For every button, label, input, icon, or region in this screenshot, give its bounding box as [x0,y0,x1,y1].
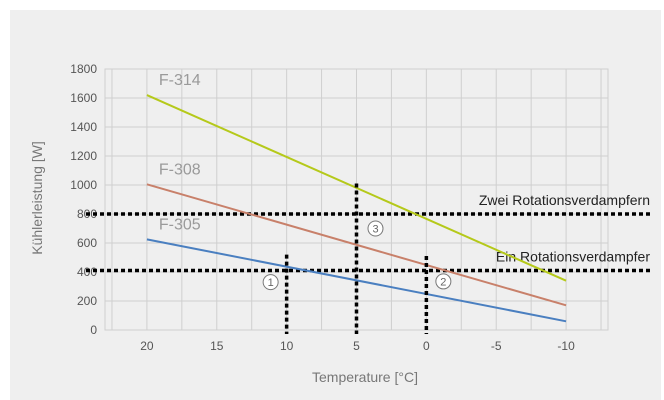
series-lines: F-314 F-308 F-305 [146,72,567,323]
series-line [146,238,567,323]
y-tick-label: 600 [77,236,97,250]
y-tick-label: 1400 [70,120,97,134]
x-tick-label: 15 [210,339,224,353]
y-axis-title: Kühlerleistung [W] [29,141,45,255]
grid [104,68,609,331]
y-tick-label: 1800 [70,62,97,76]
series-label: F-305 [159,216,201,233]
marker-number: 1 [268,277,274,289]
y-tick-label: 1000 [70,178,97,192]
markers: 1 3 2 [262,183,452,334]
marker-number: 3 [372,224,378,236]
marker-badge [435,273,452,290]
y-tick-label: 1200 [70,149,97,163]
x-tick-label: -5 [491,339,502,353]
x-tick-label: -10 [557,339,575,353]
reference-lines: Zwei Rotationsverdampfern Ein Rotationsve… [86,192,652,273]
reference-line-label: Zwei Rotationsverdampfern [479,192,650,208]
y-tick-label: 1600 [70,91,97,105]
series-line [146,183,567,307]
x-tick-label: 0 [423,339,430,353]
marker-badge [367,220,384,237]
y-tick-label: 200 [77,294,97,308]
x-tick-label: 20 [140,339,154,353]
chart-panel [10,10,661,400]
reference-line-label: Ein Rotationsverdampfer [496,249,650,265]
marker-badge [262,274,279,291]
series-label: F-314 [159,72,201,89]
marker-number: 2 [440,276,446,288]
series-line [146,94,567,282]
x-tick-label: 5 [353,339,360,353]
y-tick-label: 0 [90,323,97,337]
x-axis-title: Temperature [°C] [312,369,418,385]
x-tick-label: 10 [280,339,294,353]
tick-labels: 0200400600800100012001400160018002015105… [70,62,575,353]
series-label: F-308 [159,161,201,178]
